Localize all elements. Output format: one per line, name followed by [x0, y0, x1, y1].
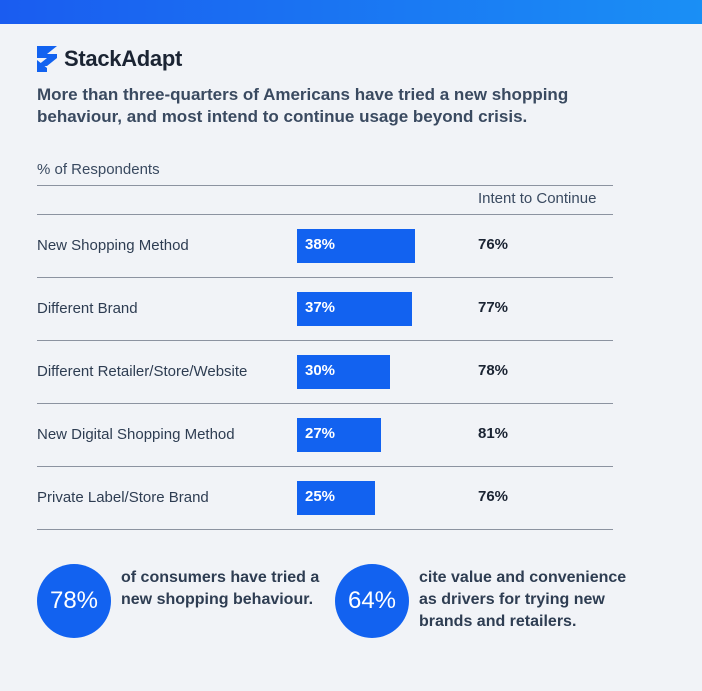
divider	[37, 340, 613, 341]
bar	[297, 291, 412, 326]
bar	[297, 480, 375, 515]
bar	[297, 354, 390, 389]
bar	[297, 228, 415, 263]
divider	[37, 214, 613, 215]
stat-text: of consumers have tried a new shopping b…	[121, 569, 320, 608]
divider	[37, 466, 613, 467]
divider	[37, 403, 613, 404]
bar-value-label: 38%	[305, 235, 336, 253]
column-header: Intent to Continue	[478, 190, 597, 207]
brand: StackAdapt	[64, 46, 183, 71]
divider	[37, 529, 613, 530]
stat-circle: 64%	[335, 564, 409, 638]
stat-circle: 78%	[37, 564, 111, 638]
intent-value: 78%	[478, 361, 509, 379]
category-label: Different Retailer/Store/Website	[37, 362, 248, 380]
divider	[37, 185, 613, 186]
category-label: New Digital Shopping Method	[37, 425, 235, 443]
chart-title: More than three-quarters of Americans ha…	[37, 85, 569, 126]
category-label: Different Brand	[37, 299, 138, 317]
intent-value: 76%	[478, 487, 509, 505]
bar-value-label: 30%	[305, 361, 336, 379]
divider	[37, 277, 613, 278]
intent-value: 76%	[478, 235, 509, 253]
bar-value-label: 25%	[305, 487, 336, 505]
bar-value-label: 37%	[305, 298, 336, 316]
bar	[297, 417, 381, 452]
stat-text: cite value and convenience as drivers fo…	[419, 569, 627, 630]
category-label: New Shopping Method	[37, 236, 189, 254]
intent-value: 81%	[478, 424, 509, 442]
logo-icon	[37, 46, 57, 72]
bar-value-label: 27%	[305, 424, 336, 442]
category-label: Private Label/Store Brand	[37, 488, 209, 506]
top-bar	[0, 0, 702, 24]
intent-value: 77%	[478, 298, 509, 316]
axis-label: % of Respondents	[37, 161, 160, 178]
